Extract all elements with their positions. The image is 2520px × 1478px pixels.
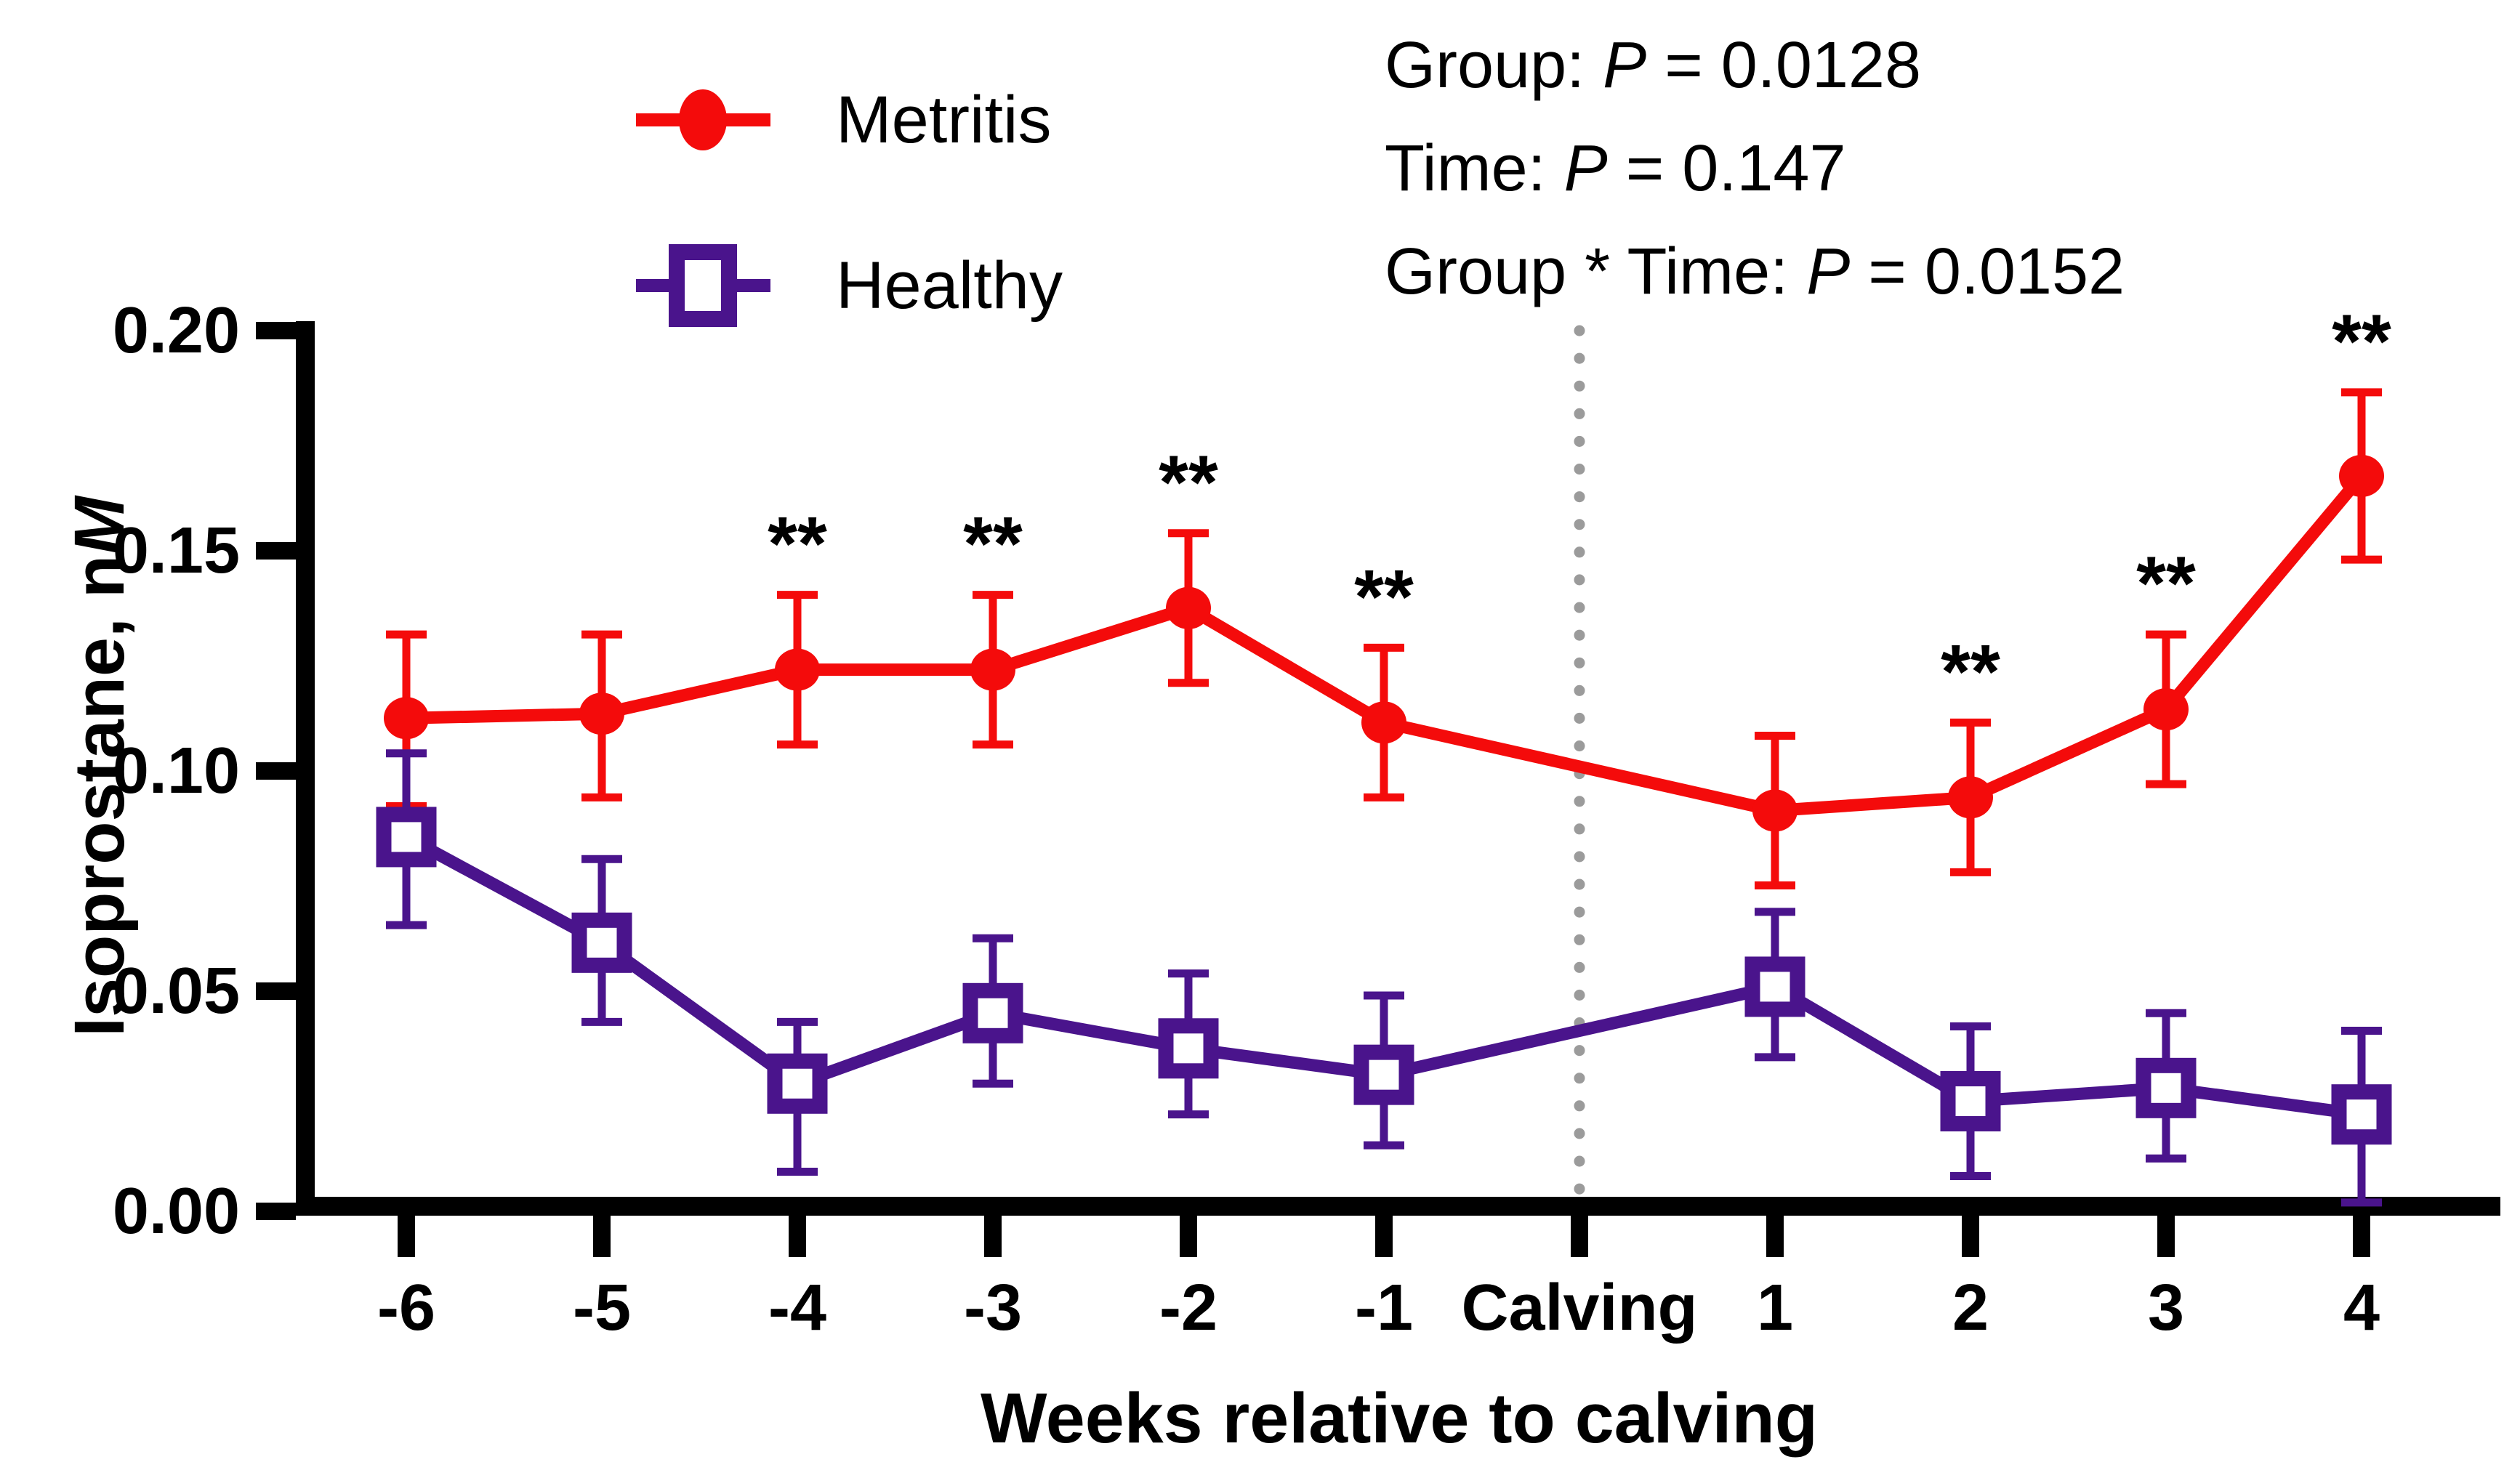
x-tick-label: 3: [2148, 1272, 2184, 1344]
healthy-point-week--4: [767, 1053, 828, 1114]
significance-marker-week--1: **: [1354, 554, 1414, 639]
significance-marker-week--2: **: [1159, 440, 1218, 525]
legend-label-metritis: Metritis: [836, 83, 1051, 157]
x-tick-label: -3: [964, 1272, 1022, 1344]
x-tick-label: 4: [2343, 1272, 2380, 1344]
legend-item-healthy: Healthy: [636, 244, 1063, 327]
healthy-series-line: [403, 831, 2363, 1121]
stats-line-time: Time: P = 0.147: [1385, 132, 1846, 205]
significance-marker-week--4: **: [768, 501, 827, 586]
legend-label-healthy: Healthy: [836, 249, 1063, 323]
metritis-series-line: [406, 472, 2367, 817]
healthy-point-week--2: [1158, 1018, 1219, 1079]
y-tick-label: 0.15: [113, 514, 240, 587]
healthy-point-week--3: [962, 982, 1023, 1043]
significance-marker-week--3: **: [963, 501, 1023, 586]
x-axis-title: Weeks relative to calving: [981, 1378, 1818, 1458]
y-tick-label: 0.00: [113, 1175, 240, 1248]
metritis-point-week--5: [579, 692, 624, 735]
healthy-point-week--5: [571, 912, 632, 973]
x-tick-label: Calving: [1461, 1272, 1697, 1344]
significance-marker-week-3: **: [2136, 541, 2196, 626]
healthy-point-week-1: [1744, 956, 1806, 1017]
x-tick-label: -6: [377, 1272, 435, 1344]
metritis-point-week--1: [1361, 701, 1406, 744]
metritis-point-week-2: [1948, 776, 1993, 819]
x-tick-label: -1: [1355, 1272, 1413, 1344]
filled-circle-icon: [679, 89, 727, 150]
healthy-point-week-2: [1940, 1071, 2001, 1131]
open-square-icon: [669, 244, 737, 327]
metritis-point-week--6: [384, 697, 429, 740]
y-tick-label: 0.10: [113, 735, 240, 807]
x-tick-label: -2: [1159, 1272, 1217, 1344]
metritis-point-week-1: [1752, 789, 1798, 832]
healthy-point-week--6: [376, 807, 437, 868]
metritis-point-week--2: [1166, 586, 1211, 629]
healthy-point-week-3: [2135, 1057, 2197, 1118]
metritis-point-week-4: [2339, 454, 2384, 497]
legend: Metritis Healthy: [636, 83, 1063, 327]
stats-line-interaction: Group * Time: P = 0.0152: [1385, 235, 2125, 308]
y-axis-title: Isoprostane, nM: [60, 495, 139, 1037]
x-tick-label: 2: [1952, 1272, 1989, 1344]
plot-area: 0.00 0.05 0.10 0.15 0.20 -6 -5 -4 -3 -2 -1 Calving 1…: [113, 294, 2500, 1344]
stats-annotation: Group: P = 0.0128 Time: P = 0.147 Group …: [1385, 29, 2125, 308]
legend-item-metritis: Metritis: [636, 83, 1051, 157]
x-tick-label: 1: [1757, 1272, 1793, 1344]
x-tick-label: -4: [768, 1272, 826, 1344]
y-tick-label: 0.05: [113, 955, 240, 1027]
significance-marker-week-2: **: [1941, 629, 2000, 714]
metritis-point-week-3: [2143, 688, 2189, 731]
metritis-point-week--4: [775, 648, 820, 691]
y-tick-label: 0.20: [113, 294, 240, 367]
healthy-point-week-4: [2331, 1084, 2392, 1145]
stats-line-group: Group: P = 0.0128: [1385, 29, 1921, 102]
x-tick-label: -5: [573, 1272, 631, 1344]
significance-marker-week-4: **: [2332, 299, 2391, 384]
metritis-point-week--3: [970, 648, 1015, 691]
healthy-point-week--1: [1353, 1044, 1414, 1105]
